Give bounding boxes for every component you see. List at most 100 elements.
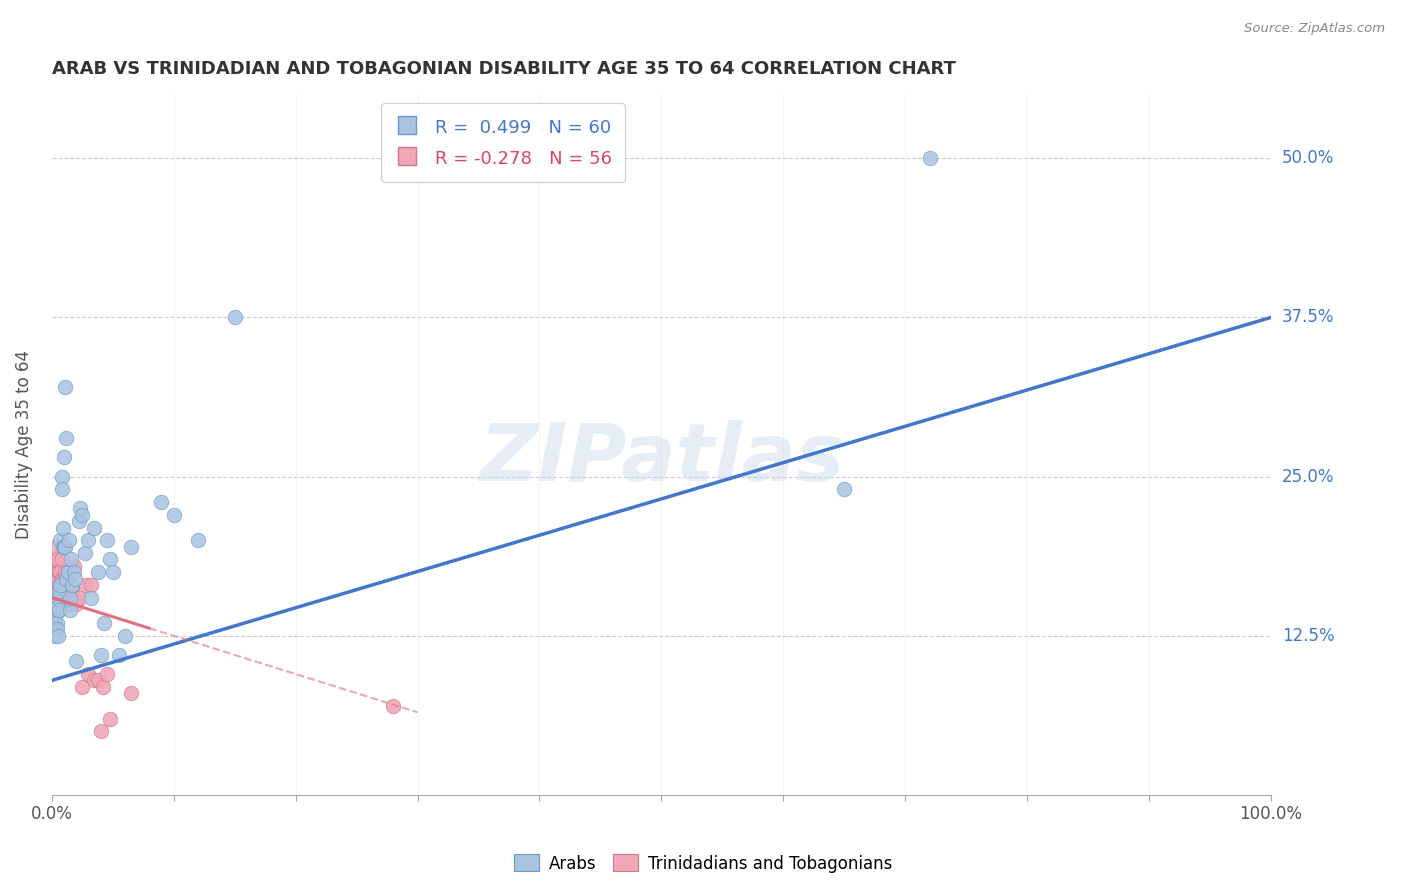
Point bbox=[44, 565, 66, 579]
Point bbox=[52, 584, 75, 599]
Point bbox=[51, 552, 73, 566]
Point bbox=[46, 552, 69, 566]
Legend: R =  0.499   N = 60, R = -0.278   N = 56: R = 0.499 N = 60, R = -0.278 N = 56 bbox=[381, 103, 624, 182]
Point bbox=[62, 584, 84, 599]
Point bbox=[83, 673, 105, 688]
Point bbox=[55, 572, 77, 586]
Point bbox=[73, 546, 96, 560]
Point bbox=[44, 629, 66, 643]
Point bbox=[44, 616, 66, 631]
Point bbox=[49, 578, 72, 592]
Point bbox=[46, 584, 69, 599]
Point bbox=[59, 591, 82, 605]
Point bbox=[48, 603, 70, 617]
Point bbox=[49, 533, 72, 548]
Point bbox=[382, 698, 405, 713]
Point bbox=[52, 520, 75, 534]
Point bbox=[224, 310, 246, 325]
Point bbox=[48, 578, 70, 592]
Point bbox=[60, 552, 83, 566]
Point bbox=[70, 680, 93, 694]
Point bbox=[150, 495, 173, 509]
Point bbox=[44, 584, 66, 599]
Point bbox=[44, 609, 66, 624]
Point bbox=[55, 431, 77, 445]
Point bbox=[59, 565, 82, 579]
Point bbox=[53, 540, 76, 554]
Point bbox=[53, 380, 76, 394]
Point bbox=[45, 603, 67, 617]
Point bbox=[52, 572, 75, 586]
Point bbox=[69, 501, 91, 516]
Point bbox=[101, 565, 124, 579]
Point bbox=[63, 591, 86, 605]
Point bbox=[44, 540, 66, 554]
Point bbox=[89, 724, 111, 739]
Point bbox=[56, 565, 79, 579]
Text: 12.5%: 12.5% bbox=[1282, 627, 1334, 645]
Point bbox=[45, 623, 67, 637]
Point bbox=[51, 483, 73, 497]
Point bbox=[56, 565, 79, 579]
Point bbox=[98, 712, 121, 726]
Point bbox=[918, 151, 941, 165]
Point bbox=[58, 597, 80, 611]
Point bbox=[44, 578, 66, 592]
Point bbox=[75, 578, 97, 592]
Point bbox=[59, 603, 82, 617]
Point bbox=[46, 591, 69, 605]
Point bbox=[51, 572, 73, 586]
Point bbox=[44, 558, 66, 573]
Point bbox=[44, 597, 66, 611]
Point bbox=[44, 591, 66, 605]
Point bbox=[114, 629, 136, 643]
Point bbox=[49, 597, 72, 611]
Point bbox=[52, 540, 75, 554]
Point bbox=[48, 584, 70, 599]
Point bbox=[65, 654, 87, 668]
Point bbox=[187, 533, 209, 548]
Point bbox=[53, 565, 76, 579]
Point bbox=[70, 508, 93, 522]
Point bbox=[163, 508, 186, 522]
Text: ARAB VS TRINIDADIAN AND TOBAGONIAN DISABILITY AGE 35 TO 64 CORRELATION CHART: ARAB VS TRINIDADIAN AND TOBAGONIAN DISAB… bbox=[52, 60, 956, 78]
Point bbox=[53, 578, 76, 592]
Point bbox=[42, 603, 65, 617]
Point bbox=[46, 591, 69, 605]
Point bbox=[42, 572, 65, 586]
Point bbox=[52, 540, 75, 554]
Point bbox=[42, 584, 65, 599]
Point bbox=[44, 565, 66, 579]
Point bbox=[48, 603, 70, 617]
Point bbox=[96, 533, 118, 548]
Point bbox=[42, 558, 65, 573]
Point bbox=[45, 591, 67, 605]
Point bbox=[42, 623, 65, 637]
Point bbox=[45, 565, 67, 579]
Point bbox=[44, 552, 66, 566]
Point bbox=[55, 578, 77, 592]
Point bbox=[89, 648, 111, 662]
Point bbox=[45, 578, 67, 592]
Point bbox=[52, 591, 75, 605]
Point bbox=[49, 584, 72, 599]
Point bbox=[62, 565, 84, 579]
Point bbox=[44, 572, 66, 586]
Point bbox=[80, 591, 103, 605]
Point bbox=[77, 533, 100, 548]
Point bbox=[108, 648, 131, 662]
Text: ZIPatlas: ZIPatlas bbox=[479, 420, 844, 498]
Point bbox=[52, 450, 75, 465]
Point bbox=[46, 572, 69, 586]
Point bbox=[48, 565, 70, 579]
Point bbox=[91, 680, 114, 694]
Y-axis label: Disability Age 35 to 64: Disability Age 35 to 64 bbox=[15, 351, 32, 540]
Point bbox=[55, 572, 77, 586]
Point bbox=[65, 597, 87, 611]
Point bbox=[62, 578, 84, 592]
Point bbox=[63, 572, 86, 586]
Legend: Arabs, Trinidadians and Tobagonians: Arabs, Trinidadians and Tobagonians bbox=[508, 847, 898, 880]
Point bbox=[93, 616, 115, 631]
Point bbox=[96, 667, 118, 681]
Point bbox=[60, 578, 83, 592]
